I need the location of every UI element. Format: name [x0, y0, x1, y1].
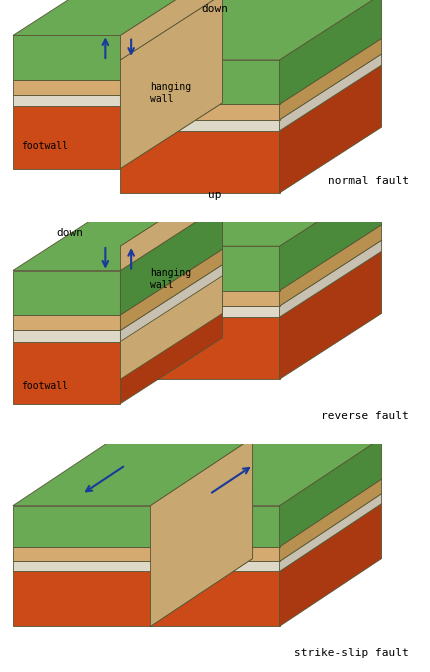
- Text: down: down: [202, 4, 228, 14]
- Polygon shape: [13, 80, 120, 95]
- Polygon shape: [280, 38, 381, 120]
- Polygon shape: [280, 479, 381, 561]
- Polygon shape: [150, 561, 280, 571]
- Text: footwall: footwall: [22, 141, 68, 151]
- Polygon shape: [13, 438, 252, 505]
- Polygon shape: [280, 438, 381, 547]
- Polygon shape: [150, 571, 280, 626]
- Polygon shape: [13, 36, 120, 80]
- Polygon shape: [150, 504, 252, 626]
- Polygon shape: [13, 561, 150, 571]
- Polygon shape: [150, 494, 252, 571]
- Polygon shape: [13, 315, 120, 331]
- Polygon shape: [120, 290, 280, 306]
- Polygon shape: [120, 180, 222, 271]
- Text: normal fault: normal fault: [328, 176, 408, 186]
- Polygon shape: [13, 95, 120, 106]
- Polygon shape: [120, 0, 222, 80]
- Polygon shape: [120, 249, 222, 331]
- Polygon shape: [280, 240, 381, 317]
- Polygon shape: [150, 438, 252, 547]
- Polygon shape: [120, 0, 222, 169]
- Polygon shape: [280, 0, 381, 104]
- Polygon shape: [150, 438, 252, 626]
- Polygon shape: [150, 438, 381, 505]
- Polygon shape: [13, 341, 120, 404]
- Polygon shape: [150, 479, 252, 561]
- Text: reverse fault: reverse fault: [321, 411, 408, 421]
- Polygon shape: [120, 30, 222, 106]
- Polygon shape: [120, 104, 280, 120]
- Polygon shape: [13, 106, 120, 169]
- Polygon shape: [120, 120, 280, 131]
- Polygon shape: [13, 205, 222, 271]
- Polygon shape: [120, 0, 381, 60]
- Polygon shape: [120, 317, 280, 379]
- Polygon shape: [150, 547, 280, 561]
- Polygon shape: [13, 571, 150, 626]
- Polygon shape: [120, 0, 222, 60]
- Text: down: down: [56, 228, 83, 238]
- Polygon shape: [13, 505, 150, 547]
- Text: footwall: footwall: [22, 381, 68, 391]
- Polygon shape: [120, 40, 222, 169]
- Polygon shape: [13, 271, 120, 315]
- Polygon shape: [120, 306, 280, 317]
- Text: up: up: [208, 190, 222, 200]
- Polygon shape: [280, 65, 381, 193]
- Polygon shape: [280, 224, 381, 306]
- Polygon shape: [280, 504, 381, 626]
- Polygon shape: [120, 60, 280, 104]
- Polygon shape: [120, 131, 280, 193]
- Polygon shape: [13, 547, 150, 561]
- Polygon shape: [120, 246, 280, 290]
- Text: hanging
wall: hanging wall: [150, 82, 192, 103]
- Polygon shape: [280, 251, 381, 379]
- Polygon shape: [120, 276, 222, 404]
- Polygon shape: [120, 205, 222, 379]
- Text: hanging
wall: hanging wall: [150, 268, 192, 290]
- Text: strike-slip fault: strike-slip fault: [294, 648, 408, 659]
- Polygon shape: [120, 205, 222, 315]
- Polygon shape: [120, 180, 381, 246]
- Polygon shape: [280, 180, 381, 290]
- Polygon shape: [280, 494, 381, 571]
- Polygon shape: [13, 331, 120, 341]
- Polygon shape: [120, 265, 222, 341]
- Polygon shape: [150, 505, 280, 547]
- Polygon shape: [280, 54, 381, 131]
- Polygon shape: [120, 14, 222, 95]
- Polygon shape: [13, 0, 222, 36]
